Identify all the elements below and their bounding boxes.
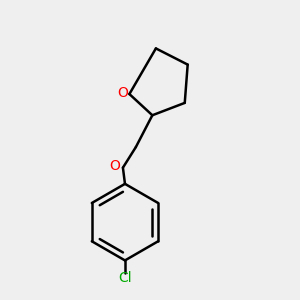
Text: Cl: Cl [118,271,132,285]
Text: O: O [118,85,128,100]
Text: O: O [109,159,120,173]
